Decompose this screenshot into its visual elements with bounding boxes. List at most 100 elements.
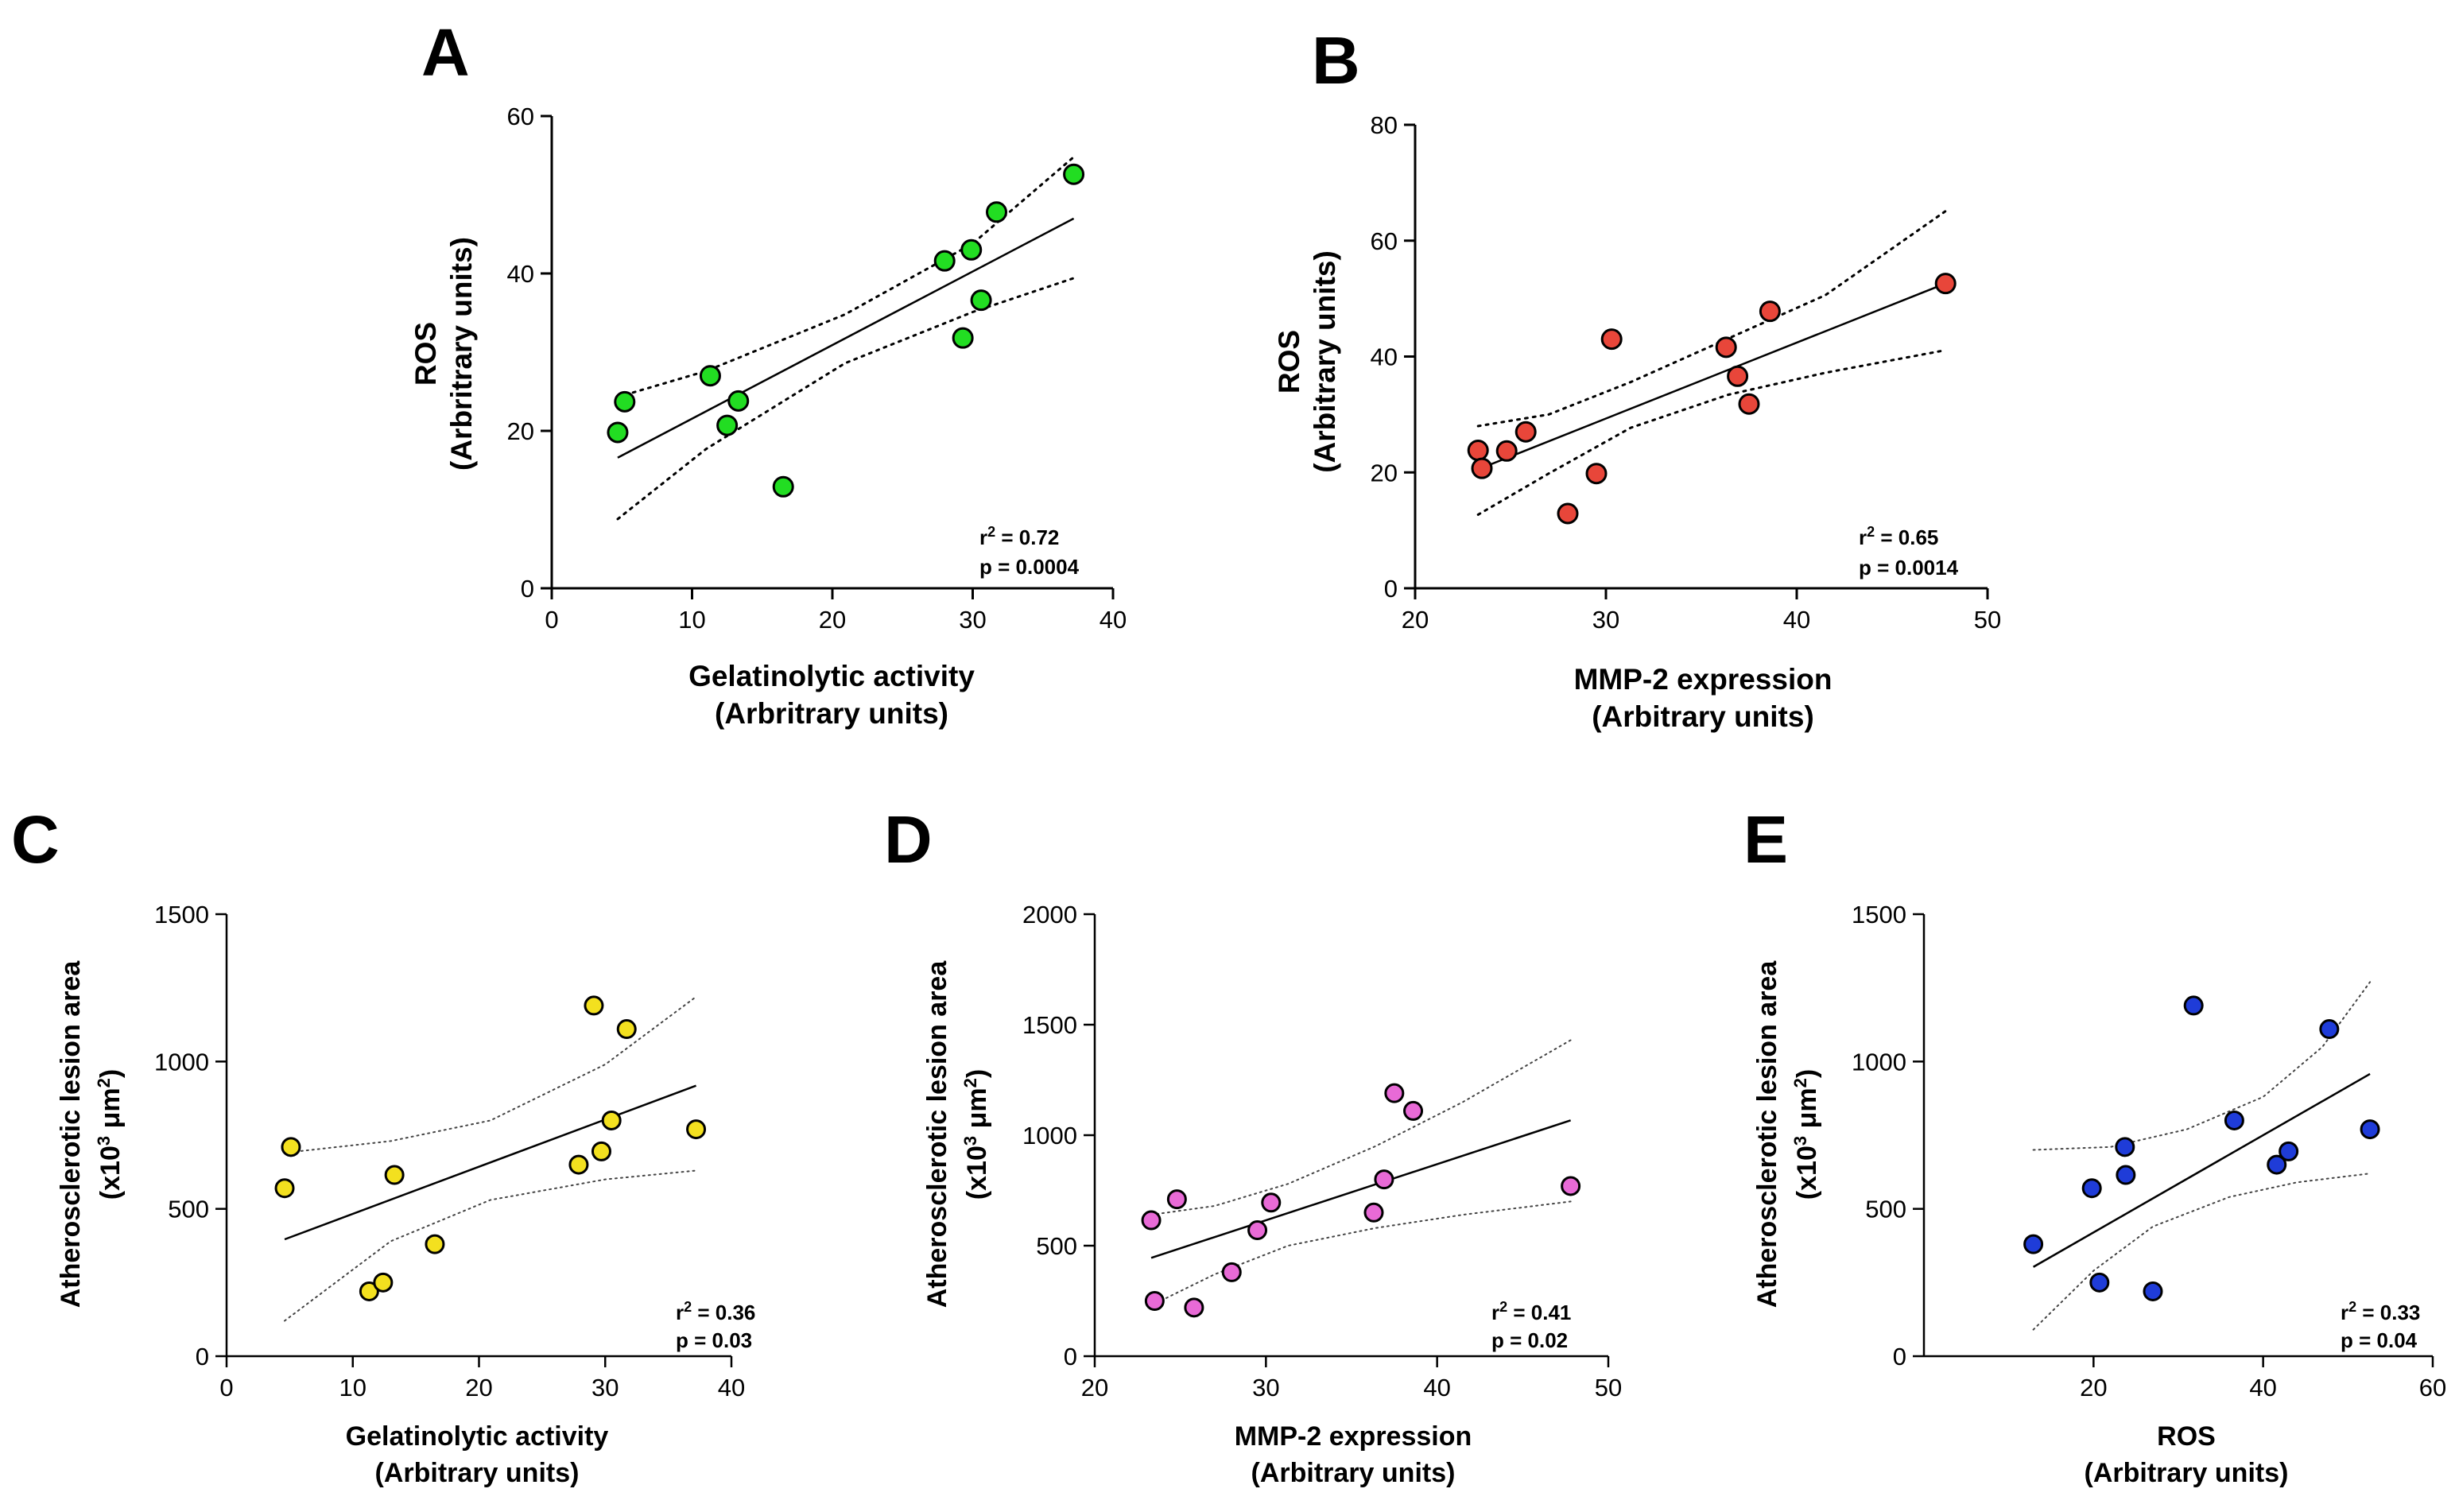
x-axis-label: ROS — [2157, 1421, 2216, 1452]
panel-letter: D — [884, 802, 933, 877]
ci-upper-band — [1476, 210, 1947, 428]
y-tick-label: 20 — [1371, 459, 1398, 487]
y-axis-label-units: (Arbritrary units) — [445, 237, 478, 471]
p-value-annotation: p = 0.0004 — [979, 555, 1080, 579]
data-point — [1585, 463, 1608, 485]
x-axis-label-units: (Arbitrary units) — [1592, 700, 1814, 733]
y-axis-label-units: (x103 μm2) — [960, 1069, 993, 1200]
data-point — [1557, 502, 1579, 525]
x-tick-label: 10 — [339, 1374, 367, 1402]
data-point — [2279, 1141, 2299, 1161]
p-value-annotation: p = 0.0014 — [1859, 556, 1959, 580]
panel-letter: C — [11, 802, 60, 877]
data-point — [601, 1110, 622, 1130]
data-point — [727, 390, 750, 412]
data-point — [2143, 1281, 2163, 1301]
x-tick-label: 10 — [678, 606, 705, 634]
x-tick-label: 30 — [1592, 606, 1619, 634]
data-point — [772, 475, 794, 498]
y-tick-label: 2000 — [1022, 901, 1077, 929]
data-point — [1495, 440, 1518, 462]
data-point — [2081, 1178, 2102, 1199]
y-tick-label: 40 — [507, 260, 534, 288]
regression-line — [2032, 1072, 2371, 1268]
x-tick-label: 20 — [1402, 606, 1429, 634]
y-axis-label-units: (x103 μm2) — [1790, 1069, 1823, 1200]
ci-lower-band — [2032, 1173, 2372, 1331]
r-squared-annotation: r2 = 0.36 — [676, 1299, 755, 1324]
x-axis-label: MMP-2 expression — [1574, 663, 1833, 696]
x-axis-label-units: (Arbitrary units) — [375, 1458, 580, 1488]
data-point — [2023, 1234, 2044, 1254]
data-point — [1221, 1262, 1242, 1282]
x-axis-label-units: (Arbitrary units) — [1251, 1458, 1456, 1488]
p-value-annotation: p = 0.02 — [1491, 1328, 1568, 1352]
data-point — [1934, 273, 1957, 295]
panel-letter: E — [1743, 802, 1788, 877]
y-tick-label: 20 — [507, 417, 534, 445]
x-axis-label-units: (Arbritrary units) — [715, 697, 948, 730]
data-point — [281, 1137, 301, 1157]
r-squared-annotation: r2 = 0.33 — [2341, 1299, 2420, 1324]
x-tick-label: 20 — [2080, 1374, 2107, 1402]
data-point — [584, 995, 604, 1016]
x-tick-label: 30 — [591, 1374, 619, 1402]
data-point — [2116, 1165, 2136, 1185]
regression-line — [284, 1084, 696, 1241]
x-tick-label: 40 — [718, 1374, 745, 1402]
y-tick-label: 1000 — [154, 1048, 209, 1076]
data-point — [373, 1272, 394, 1293]
panel-letter: B — [1312, 23, 1360, 98]
y-axis-label: Atherosclerotic lesion area — [922, 960, 952, 1308]
y-axis-label-units: (x103 μm2) — [94, 1069, 126, 1200]
regression-line — [617, 217, 1075, 459]
data-point — [614, 390, 636, 413]
r-squared-annotation: r2 = 0.65 — [1859, 524, 1938, 549]
panel-b: B MMP-2 expression (Arbitrary units) ROS… — [1273, 23, 2001, 733]
ci-lower-band — [1150, 1200, 1572, 1307]
y-tick-label: 1500 — [1022, 1011, 1077, 1039]
y-axis-label: ROS — [1273, 330, 1305, 394]
y-tick-label: 0 — [1384, 575, 1398, 603]
x-axis-label: MMP-2 expression — [1235, 1421, 1472, 1452]
data-point — [2319, 1019, 2340, 1040]
data-point — [933, 250, 956, 272]
y-tick-label: 0 — [1893, 1343, 1906, 1370]
y-tick-label: 1000 — [1022, 1122, 1077, 1150]
data-point — [2115, 1137, 2135, 1157]
data-point — [1600, 328, 1623, 351]
x-tick-label: 50 — [1595, 1374, 1622, 1402]
y-tick-label: 40 — [1371, 343, 1398, 371]
y-tick-label: 500 — [1865, 1196, 1906, 1223]
data-point — [568, 1154, 589, 1175]
x-tick-label: 0 — [219, 1374, 233, 1402]
x-axis-label-units: (Arbitrary units) — [2085, 1458, 2289, 1488]
y-tick-label: 500 — [168, 1196, 209, 1223]
y-tick-label: 0 — [1064, 1343, 1077, 1370]
data-point — [1738, 393, 1760, 415]
x-tick-label: 20 — [819, 606, 846, 634]
data-point — [1166, 1189, 1187, 1210]
y-axis-label: Atherosclerotic lesion area — [1752, 960, 1782, 1308]
x-tick-label: 30 — [1252, 1374, 1279, 1402]
ci-lower-band — [616, 277, 1076, 521]
data-point — [1561, 1176, 1581, 1196]
data-point — [986, 201, 1008, 223]
data-point — [1403, 1100, 1424, 1121]
data-point — [960, 238, 983, 261]
data-point — [1471, 457, 1493, 479]
data-point — [1384, 1083, 1405, 1103]
ci-upper-band — [616, 156, 1076, 398]
data-point — [1184, 1297, 1204, 1318]
data-point — [1727, 365, 1749, 387]
data-point — [952, 327, 974, 349]
regression-line — [1150, 1119, 1572, 1259]
data-point — [716, 414, 739, 436]
y-tick-label: 0 — [196, 1343, 209, 1370]
data-point — [699, 365, 721, 387]
x-tick-label: 0 — [545, 606, 558, 634]
r-squared-annotation: r2 = 0.72 — [979, 524, 1059, 549]
x-tick-label: 20 — [1081, 1374, 1108, 1402]
panel-c: C Gelatinolytic activity (Arbitrary unit… — [11, 802, 755, 1488]
data-point — [274, 1178, 295, 1199]
